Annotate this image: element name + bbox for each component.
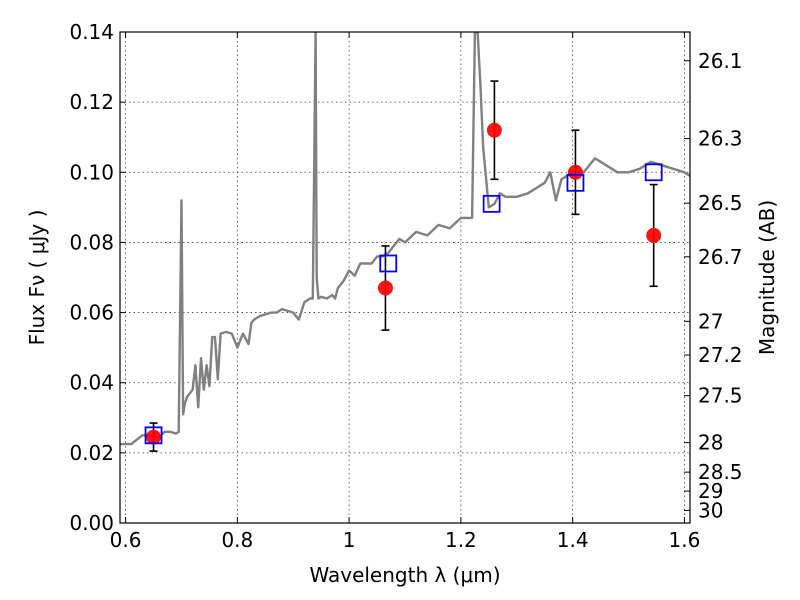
x-tick-label: 1	[343, 528, 356, 552]
y-tick-label: 0.02	[69, 441, 114, 465]
plot-frame	[119, 31, 691, 524]
y2-tick-label: 26.3	[698, 127, 743, 151]
data-point	[646, 227, 662, 243]
y2-tick-label: 28.5	[698, 460, 743, 484]
model-square-marker	[644, 163, 663, 182]
x-tick-label: 1.4	[557, 528, 589, 552]
data-point	[486, 122, 502, 138]
data-point	[567, 164, 583, 180]
tick-layer: 0.6 0.8 1 1.2 1.4 1.6 0.00 0.02 0.04 0.06 0.08 0.10…	[69, 20, 742, 552]
x-tick-label: 0.6	[110, 528, 142, 552]
spectrum-layer	[120, 32, 690, 446]
y2-tick-label: 28	[698, 431, 723, 455]
y2-tick-label: 26.5	[698, 191, 743, 215]
y2-tick-label: 30	[698, 498, 723, 522]
y2-tick-label: 27.5	[698, 384, 743, 408]
y2-tick-label: 26.1	[698, 49, 743, 73]
y-tick-label: 0.00	[69, 511, 114, 535]
model-square-marker	[144, 426, 163, 445]
x-axis-label: Wavelength λ (μm)	[309, 563, 500, 587]
y-tick-label: 0.06	[69, 301, 114, 325]
errorbar-layer	[146, 80, 662, 452]
x-tick-label: 1.6	[669, 528, 701, 552]
spectrum-line	[120, 32, 690, 446]
y2-tick-label: 26.7	[698, 245, 743, 269]
y-tick-label: 0.14	[69, 20, 114, 44]
y-axis-label: Flux Fν ( μJy )	[25, 210, 49, 346]
y-tick-label: 0.04	[69, 371, 114, 395]
model-square-marker	[566, 173, 585, 192]
model-square-marker	[379, 254, 398, 273]
y2-tick-label: 27	[698, 309, 723, 333]
model-square-layer	[144, 163, 663, 445]
x-tick-label: 1.2	[445, 528, 477, 552]
y2-tick-label: 29	[698, 479, 723, 503]
data-point	[146, 429, 162, 445]
y-tick-label: 0.10	[69, 160, 114, 184]
model-square-marker	[482, 194, 501, 213]
grid-layer	[120, 32, 690, 523]
y-tick-label: 0.08	[69, 230, 114, 254]
y2-tick-label: 27.2	[698, 343, 743, 367]
y-tick-label: 0.12	[69, 90, 114, 114]
x-tick-label: 0.8	[221, 528, 253, 552]
data-point	[377, 280, 393, 296]
y2-axis-label: Magnitude (AB)	[755, 200, 779, 355]
